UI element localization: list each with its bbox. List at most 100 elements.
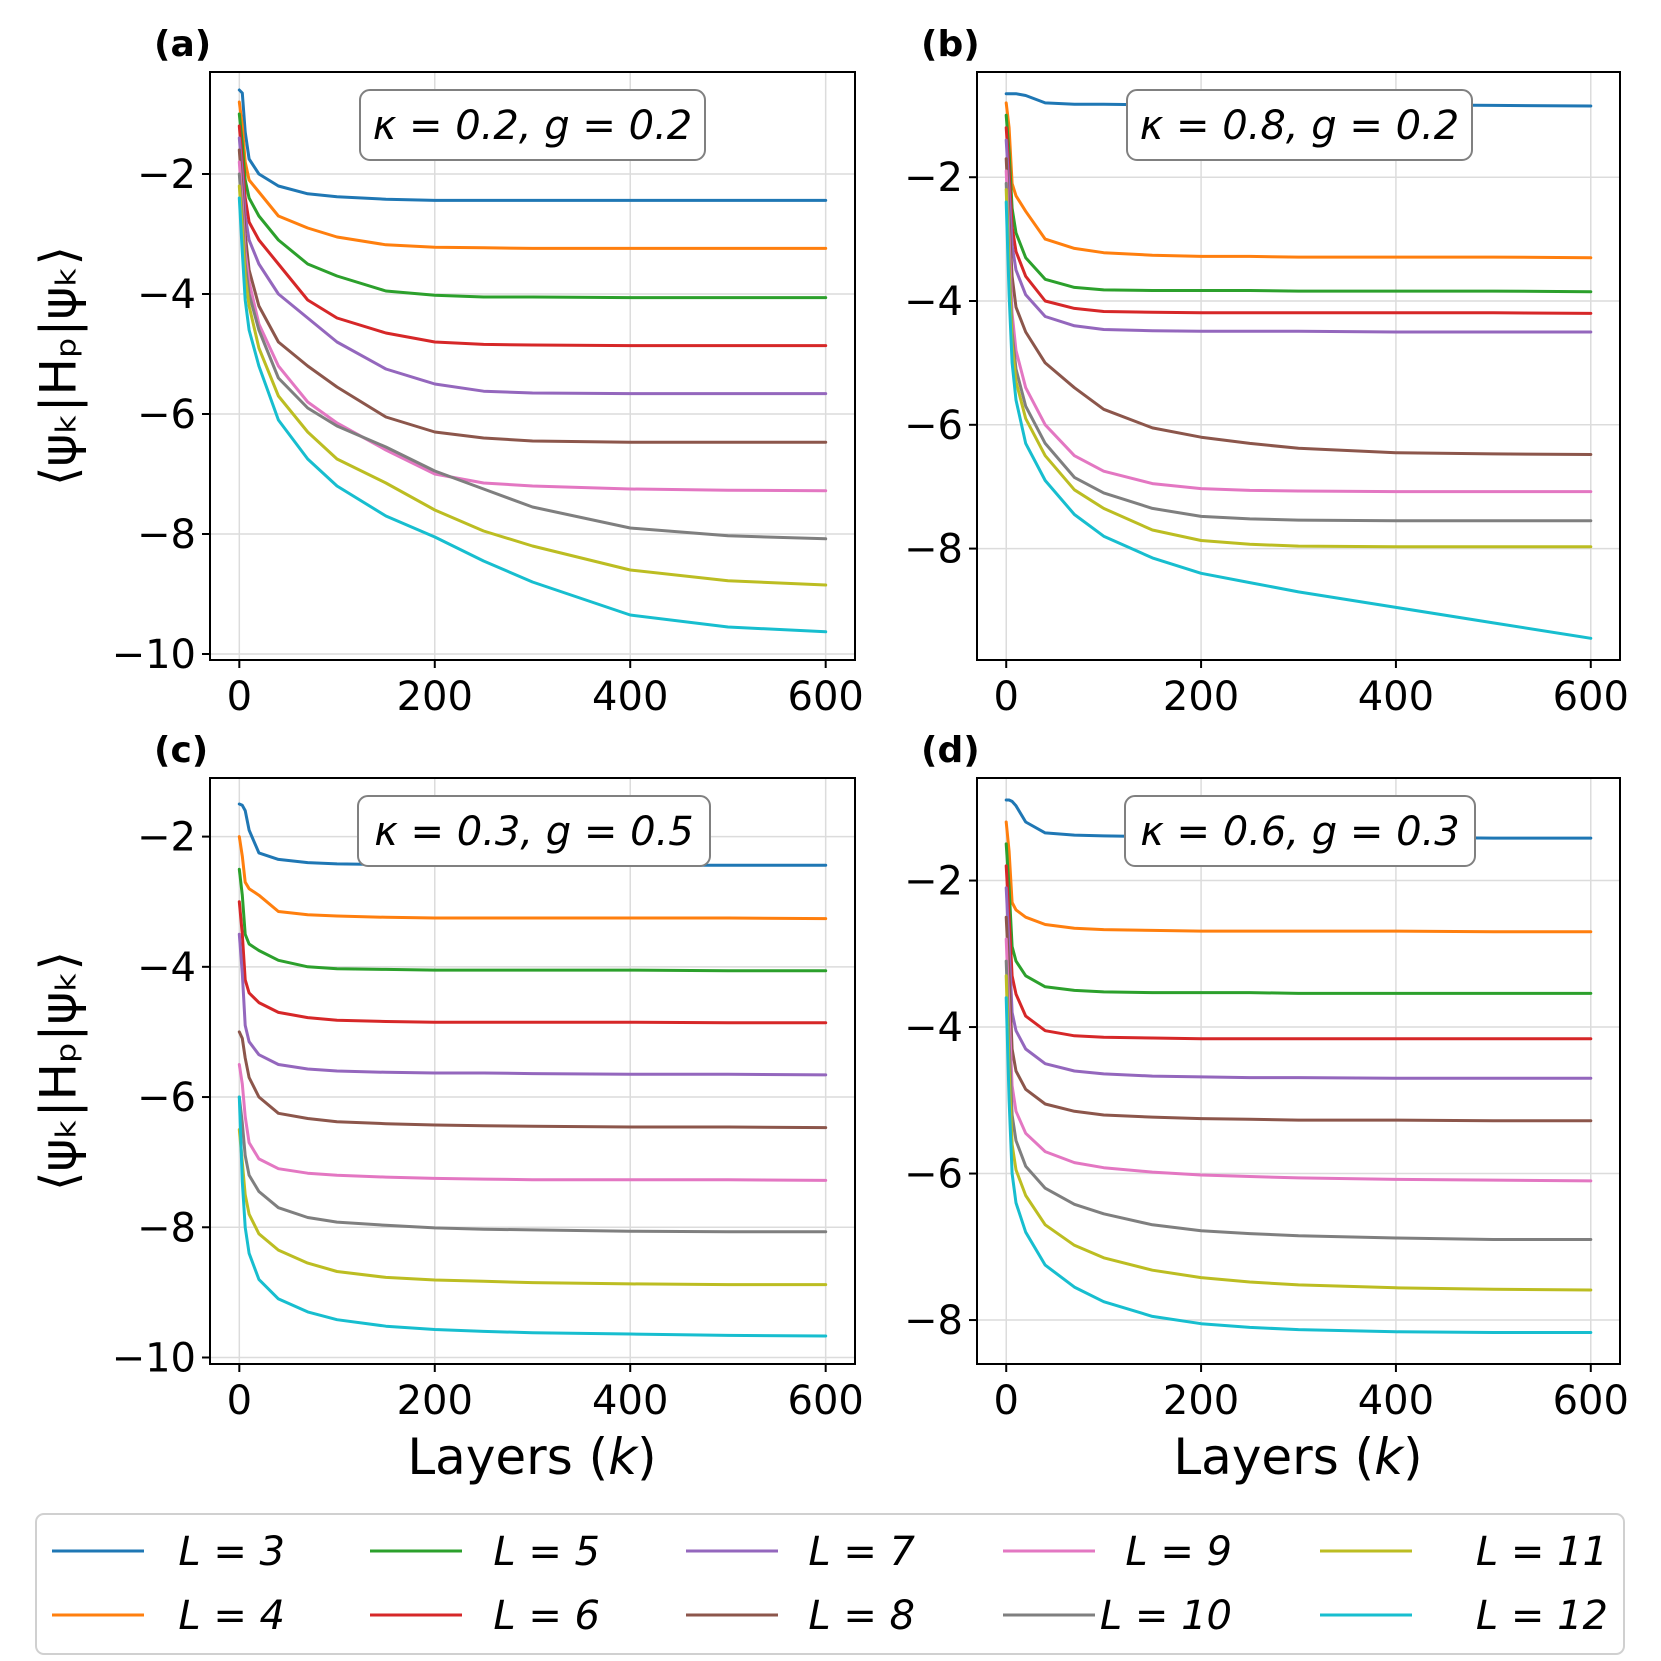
legend-item: L = 12 <box>1320 1593 1608 1639</box>
legend-label: L = 6 <box>493 1593 600 1639</box>
x-tick-label: 400 <box>1358 674 1434 720</box>
x-tick-label: 0 <box>994 674 1019 720</box>
axes-frame <box>209 71 856 661</box>
annotation-text: κ = 0.8, g = 0.2 <box>1140 103 1460 149</box>
legend-label: L = 3 <box>178 1529 285 1575</box>
series-line-L6 <box>1004 864 1593 1041</box>
series-line-L6 <box>237 900 828 1025</box>
panel-label: (a) <box>154 24 211 65</box>
series-line-L9 <box>237 1063 828 1182</box>
x-tick-label: 600 <box>1553 1378 1629 1424</box>
series-line-L10 <box>1004 181 1593 523</box>
series-group <box>1004 92 1593 640</box>
x-axis-label: Layers (k) <box>1173 1428 1422 1486</box>
y-tick-label: −2 <box>904 155 963 201</box>
x-axis-label: Layers (k) <box>407 1428 656 1486</box>
y-tick-label: −4 <box>137 945 196 991</box>
x-tick-label: 0 <box>994 1378 1019 1424</box>
panel-label: (b) <box>921 24 980 65</box>
series-line-L5 <box>237 867 828 973</box>
x-tick-label: 600 <box>1553 674 1629 720</box>
series-line-L12 <box>1004 200 1593 640</box>
series-line-L10 <box>237 1095 828 1234</box>
axis-labels-group: ⟨ψₖ|Hₚ|ψₖ⟩ ⟨ψₖ|Hₚ|ψₖ⟩ Layers (k) Layers (k) <box>30 246 1423 1486</box>
annotation-text: κ = 0.6, g = 0.3 <box>1140 809 1460 855</box>
y-tick-label: −2 <box>137 815 196 861</box>
legend-label: L = 8 <box>808 1593 915 1639</box>
legend-item: L = 4 <box>52 1593 285 1639</box>
series-line-L8 <box>237 148 828 444</box>
annotation-box <box>359 89 706 161</box>
y-tick-label: −10 <box>112 1335 196 1381</box>
series-line-L12 <box>1004 996 1593 1334</box>
x-tick-label: 200 <box>1163 674 1239 720</box>
series-group <box>237 802 828 1338</box>
panel-label: (d) <box>921 730 980 771</box>
y-tick-label: −6 <box>137 1075 196 1121</box>
series-line-L6 <box>237 124 828 348</box>
panels-group: 0 200 400 600 −2 −4 −6 −8 −10 (a) κ = 0.2, g = 0.2… <box>112 24 1629 1424</box>
x-tick-label: 600 <box>788 1378 864 1424</box>
panel-label: (c) <box>154 730 208 771</box>
series-line-L6 <box>1004 126 1593 315</box>
y-axis-label: ⟨ψₖ|Hₚ|ψₖ⟩ <box>30 246 88 486</box>
series-line-L12 <box>237 1095 828 1338</box>
series-line-L11 <box>237 1128 828 1287</box>
series-line-L8 <box>1004 915 1593 1123</box>
legend-item: L = 8 <box>686 1593 915 1639</box>
legend-item: L = 7 <box>686 1529 916 1575</box>
x-tick-label: 200 <box>1163 1378 1239 1424</box>
legend-label: L = 9 <box>1125 1529 1232 1575</box>
y-tick-label: −4 <box>904 279 963 325</box>
series-line-L12 <box>237 196 828 634</box>
x-tick-label: 0 <box>227 1378 252 1424</box>
annotation-box <box>1124 795 1476 867</box>
annotation-box <box>357 795 711 867</box>
y-tick-label: −6 <box>904 403 963 449</box>
y-tick-label: −8 <box>904 1298 963 1344</box>
y-tick-label: −4 <box>137 272 196 318</box>
y-tick-label: −2 <box>904 859 963 905</box>
series-group <box>1004 798 1593 1334</box>
series-line-L8 <box>237 1030 828 1130</box>
series-line-L5 <box>1004 842 1593 995</box>
series-line-L4 <box>1004 820 1593 934</box>
x-tick-label: 400 <box>592 674 668 720</box>
axes-frame <box>976 71 1621 661</box>
series-line-L4 <box>237 835 828 921</box>
legend-item: L = 11 <box>1320 1529 1608 1575</box>
legend-frame <box>35 1513 1625 1655</box>
annotation-text: κ = 0.2, g = 0.2 <box>373 103 693 149</box>
legend-item: L = 6 <box>370 1593 600 1639</box>
y-tick-label: −8 <box>904 527 963 573</box>
series-line-L10 <box>237 172 828 541</box>
legend-item: L = 3 <box>52 1529 285 1575</box>
panel-a: 0 200 400 600 −2 −4 −6 −8 −10 (a) κ = 0.2, g = 0.2 <box>112 24 864 720</box>
series-line-L10 <box>1004 959 1593 1241</box>
series-line-L9 <box>1004 937 1593 1183</box>
legend-label: L = 7 <box>808 1529 915 1575</box>
x-tick-label: 400 <box>592 1378 668 1424</box>
x-tick-label: 0 <box>227 674 252 720</box>
series-line-L9 <box>1004 169 1593 494</box>
legend-label: L = 12 <box>1476 1593 1608 1639</box>
series-line-L11 <box>1004 974 1593 1292</box>
legend-label: L = 10 <box>1100 1593 1232 1639</box>
panel-b: 0 200 400 600 −2 −4 −6 −8 (b) κ = 0.8, g = 0.2 <box>904 24 1629 720</box>
y-tick-label: −8 <box>137 1205 196 1251</box>
axes-frame <box>976 777 1621 1365</box>
series-line-L4 <box>237 100 828 250</box>
legend-label: L = 11 <box>1476 1529 1608 1575</box>
y-tick-label: −2 <box>137 152 196 198</box>
series-line-L4 <box>1004 101 1593 260</box>
legend-item: L = 9 <box>1003 1529 1232 1575</box>
x-tick-label: 200 <box>397 1378 473 1424</box>
y-tick-label: −4 <box>904 1005 963 1051</box>
series-line-L7 <box>237 932 828 1077</box>
series-line-L5 <box>237 112 828 300</box>
series-line-L7 <box>1004 138 1593 334</box>
series-line-L8 <box>1004 157 1593 456</box>
series-group <box>237 88 828 634</box>
annotation-text: κ = 0.3, g = 0.5 <box>374 809 694 855</box>
